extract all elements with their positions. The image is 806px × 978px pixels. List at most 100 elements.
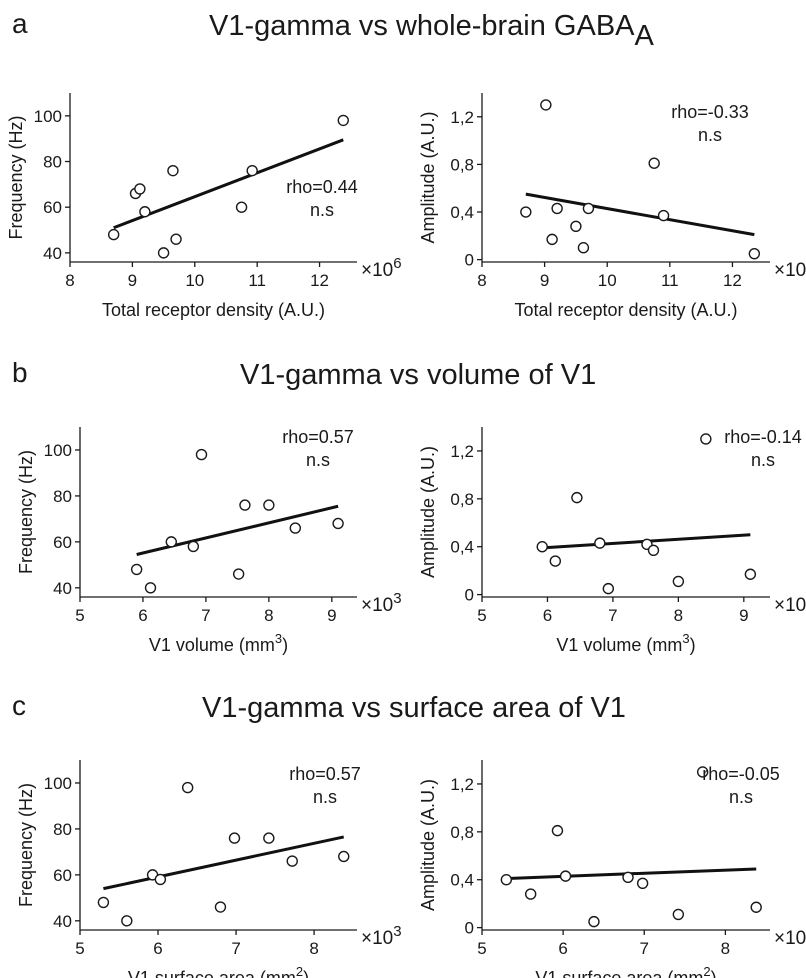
x-tick-label: 9 [327, 606, 336, 625]
y-tick-label: 100 [44, 774, 72, 793]
x-axis-label: Total receptor density (A.U.) [102, 300, 325, 320]
data-point [636, 877, 649, 890]
data-point [239, 499, 251, 511]
data-point [214, 901, 227, 913]
significance-annotation: n.s [698, 125, 722, 145]
x-tick-label: 8 [264, 606, 273, 625]
panel-title-a-subscript: A [634, 20, 654, 52]
x-tick-label: 10 [598, 271, 617, 290]
y-axis-label: Amplitude (A.U.) [418, 446, 438, 578]
data-point [570, 220, 582, 232]
data-point [500, 874, 513, 886]
y-tick-label: 1,2 [450, 775, 474, 794]
x-tick-label: 9 [540, 271, 549, 290]
data-point [571, 491, 583, 504]
x-tick-label: 6 [138, 606, 147, 625]
y-tick-label: 0,4 [450, 871, 474, 890]
x-axis-label: V1 volume (mm3) [556, 631, 695, 655]
data-point [546, 233, 558, 246]
x-multiplier-base: ×10 [774, 260, 806, 281]
chart-a-freq: 40 60 80 100 8 9 10 11 12 ×106 Total receptor dens… [6, 93, 402, 320]
y-tick-label: 1,2 [450, 442, 474, 461]
fit-line [136, 504, 339, 556]
data-point [263, 499, 275, 511]
data-point [157, 247, 170, 259]
data-point [263, 832, 275, 844]
data-point [139, 206, 151, 218]
panel-title-a: V1-gamma vs whole-brain GABAA [209, 10, 654, 53]
fit-line [103, 835, 345, 891]
data-point [744, 568, 757, 580]
data-point [700, 433, 712, 445]
x-axis-label-text: V1 volume (mm [149, 635, 275, 655]
data-point [289, 522, 302, 534]
data-point [520, 206, 532, 218]
y-tick-label: 60 [53, 866, 72, 885]
data-point [195, 448, 208, 461]
data-point [588, 915, 600, 928]
y-tick-label: 0,4 [450, 203, 474, 222]
data-point [672, 575, 685, 588]
x-multiplier: ×103 [361, 590, 402, 616]
rho-annotation: rho=0.57 [289, 764, 361, 784]
x-multiplier-base: ×10 [361, 928, 393, 949]
x-tick-label: 11 [248, 271, 266, 290]
x-multiplier-exponent: 6 [393, 255, 401, 272]
significance-annotation: n.s [751, 450, 775, 470]
data-point [657, 209, 670, 222]
data-point [672, 908, 685, 921]
data-point [551, 202, 563, 215]
data-point [648, 157, 660, 169]
x-axis-label-end: ) [282, 635, 288, 655]
data-point [232, 568, 245, 580]
data-point [167, 164, 179, 177]
x-tick-label: 7 [640, 939, 649, 958]
data-point [337, 114, 349, 127]
y-tick-label: 80 [53, 820, 72, 839]
data-point [107, 228, 120, 241]
panel-title-c: V1-gamma vs surface area of V1 [202, 692, 626, 724]
x-multiplier: ×106 [361, 255, 402, 281]
y-tick-label: 0,8 [450, 155, 474, 174]
x-tick-label: 8 [721, 939, 730, 958]
panel-letter-b: b [12, 357, 28, 388]
x-tick-label: 7 [231, 939, 240, 958]
x-axis-label: V1 surface area (mm2) [128, 964, 309, 978]
data-point [750, 901, 762, 913]
x-tick-label: 12 [310, 271, 329, 290]
y-tick-label: 40 [53, 579, 72, 598]
data-point [551, 824, 564, 837]
significance-annotation: n.s [313, 787, 337, 807]
data-point [577, 242, 590, 254]
x-axis-label-superscript: 2 [296, 964, 303, 978]
rho-annotation: rho=0.57 [282, 427, 354, 447]
y-tick-label: 80 [43, 153, 62, 172]
x-multiplier: ×106 [774, 255, 806, 281]
x-tick-label: 6 [153, 939, 162, 958]
x-tick-label: 6 [543, 606, 552, 625]
y-tick-label: 80 [53, 487, 72, 506]
data-point [97, 896, 110, 909]
y-tick-label: 1,2 [450, 108, 474, 127]
x-multiplier: ×103 [774, 923, 806, 949]
data-point [332, 517, 344, 530]
data-point [622, 871, 634, 884]
rho-annotation: rho=0.44 [286, 177, 358, 197]
y-tick-label: 0 [465, 919, 474, 938]
y-axis-label: Frequency (Hz) [16, 450, 36, 574]
y-axis-label: Frequency (Hz) [6, 115, 26, 239]
x-tick-label: 6 [558, 939, 567, 958]
data-point [696, 766, 709, 778]
x-axis-label-end: ) [690, 635, 696, 655]
y-axis-label: Frequency (Hz) [16, 783, 36, 907]
data-point [181, 781, 194, 794]
y-tick-label: 0 [465, 586, 474, 605]
panel-letter-a: a [12, 8, 28, 39]
x-axis-label-end: ) [711, 968, 717, 978]
data-point [144, 582, 157, 594]
x-multiplier-base: ×10 [774, 928, 806, 949]
x-multiplier-base: ×10 [361, 595, 393, 616]
x-axis-label-superscript: 2 [703, 964, 710, 978]
significance-annotation: n.s [729, 787, 753, 807]
